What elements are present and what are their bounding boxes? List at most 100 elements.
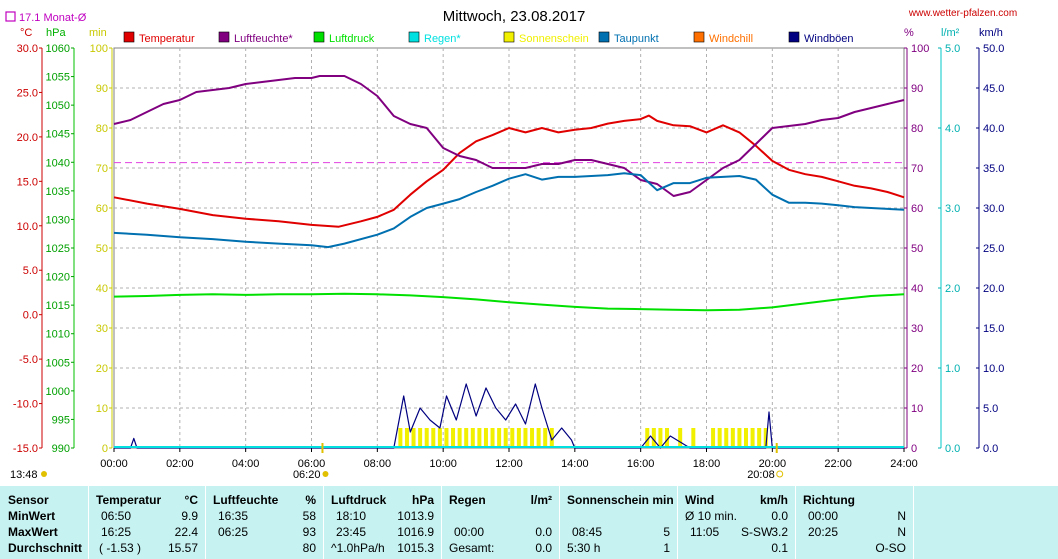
stats-col-sensor: Sensor MinWert MaxWert Durchschnitt: [0, 486, 88, 559]
unit-celsius: °C: [20, 27, 32, 39]
pressure-tick-label: 1025: [46, 243, 70, 255]
stats-value: 1016.9: [397, 525, 434, 539]
statistics-table: Sensor MinWert MaxWert Durchschnitt Temp…: [0, 486, 1058, 559]
sunshine-bar: [451, 428, 456, 448]
grid: [114, 48, 904, 448]
stats-time: Ø 10 min.: [685, 509, 738, 523]
stats-col-sunshine: Sonnenschein min 08:45 5 5:30 h 1: [559, 486, 678, 559]
stats-note: 5:30 h: [567, 541, 601, 555]
humidity-tick-label: 60: [911, 203, 923, 215]
stats-col-rain: Regen l/m² 00:00 0.0 Gesamt: 0.0: [441, 486, 560, 559]
wind-tick-label: 20.0: [983, 283, 1004, 295]
stats-time: 23:45: [336, 525, 367, 539]
stats-col-humidity: Luftfeuchte % 16:35 58 06:25 93 80: [205, 486, 324, 559]
legend: Temperatur Luftfeuchte* Luftdruck Regen* Son…: [123, 31, 854, 45]
time-tick-label: 20:00: [759, 458, 787, 470]
stats-value: 3.2: [771, 525, 788, 539]
wind-tick-label: 40.0: [983, 123, 1004, 135]
min-tick-label: 80: [96, 123, 108, 135]
pressure-tick-label: 1045: [46, 129, 70, 141]
humidity-tick-label: 0: [911, 443, 917, 455]
wind-tick-label: 15.0: [983, 323, 1004, 335]
stats-value: 0.0: [535, 541, 552, 555]
stats-time: 06:25: [218, 525, 249, 539]
min-tick-label: 0: [102, 443, 108, 455]
stats-time: 00:00: [808, 509, 839, 523]
website-label: www.wetter-pfalzen.com: [908, 8, 1017, 19]
min-tick-label: 10: [96, 403, 108, 415]
sunshine-bar: [510, 428, 515, 448]
legend-swatch: [788, 31, 800, 43]
series-line-luftfeuchte: [113, 75, 905, 197]
pressure-tick-label: 1005: [46, 357, 70, 369]
wind-tick-label: 50.0: [983, 43, 1004, 55]
sunshine-bar: [711, 428, 716, 448]
temp-tick-label: 30.0: [17, 43, 38, 55]
sunshine-bar: [424, 428, 429, 448]
stats-header: Richtung: [803, 493, 855, 507]
sun-markers: 06:20 20:08 13:48: [10, 443, 784, 481]
stats-col-temperature: Temperatur °C 06:50 9.9 16:25 22.4 ( -1.…: [88, 486, 206, 559]
first-time-label: 13:48: [10, 469, 38, 481]
stats-header: Luftdruck: [331, 493, 387, 507]
time-tick-label: 14:00: [561, 458, 589, 470]
stats-value: 80: [302, 541, 316, 555]
wind-tick-label: 10.0: [983, 363, 1004, 375]
legend-swatch: [598, 31, 610, 43]
stats-unit: °C: [184, 493, 198, 507]
stats-header: Luftfeuchte: [213, 493, 279, 507]
sunshine-bar: [730, 428, 735, 448]
series-line-temperatur: [113, 114, 905, 228]
sunshine-bar: [665, 428, 669, 448]
sunshine-bar: [483, 428, 488, 448]
sunshine-bar: [717, 428, 722, 448]
temp-tick-label: -10.0: [13, 399, 38, 411]
legend-label: Taupunkt: [614, 33, 659, 45]
stats-unit: l/m²: [530, 493, 552, 507]
min-tick-label: 100: [90, 43, 108, 55]
temp-tick-label: 10.0: [17, 221, 38, 233]
sunshine-bar: [444, 428, 449, 448]
sunset-label: 20:08: [747, 469, 775, 481]
time-tick-label: 04:00: [232, 458, 260, 470]
legend-swatch: [123, 31, 135, 43]
unit-kmh: km/h: [979, 27, 1003, 39]
stats-value: 0.1: [771, 541, 788, 555]
legend-label: Windböen: [804, 33, 854, 45]
axes: 30.0 25.0 20.0 15.0 10.0 5.0 0.0 -5.0 -10.0 -15.0…: [13, 43, 1005, 470]
sunshine-bar: [464, 428, 469, 448]
pressure-tick-label: 1050: [46, 100, 70, 112]
temp-tick-label: 15.0: [17, 176, 38, 188]
sunshine-bar: [523, 428, 528, 448]
sunshine-bar: [750, 428, 755, 448]
time-tick-label: 10:00: [429, 458, 457, 470]
humidity-tick-label: 70: [911, 163, 923, 175]
series-lines: [113, 75, 905, 449]
sunshine-bar: [536, 428, 541, 448]
stats-value: 0.0: [535, 525, 552, 539]
rain-tick-label: 3.0: [945, 203, 960, 215]
humidity-tick-label: 40: [911, 283, 923, 295]
sunshine-bar: [691, 428, 696, 448]
humidity-tick-label: 90: [911, 83, 923, 95]
pressure-tick-label: 1015: [46, 300, 70, 312]
humidity-tick-label: 30: [911, 323, 923, 335]
sunshine-bar: [477, 428, 482, 448]
pressure-tick-label: 1010: [46, 329, 70, 341]
sunshine-bar: [411, 428, 416, 448]
wind-tick-label: 45.0: [983, 83, 1004, 95]
humidity-tick-label: 20: [911, 363, 923, 375]
min-tick-label: 40: [96, 283, 108, 295]
stats-value: N: [897, 525, 906, 539]
stats-time: 16:35: [218, 509, 249, 523]
sunshine-bar: [503, 428, 508, 448]
temp-tick-label: 0.0: [23, 310, 38, 322]
series-line-taupunkt: [113, 172, 905, 249]
stats-unit: %: [305, 493, 316, 507]
sunshine-bar: [516, 428, 521, 448]
humidity-tick-label: 80: [911, 123, 923, 135]
sun-set-icon: [776, 470, 784, 478]
legend-swatch: [693, 31, 705, 43]
legend-swatch: [313, 31, 325, 43]
stats-value: 22.4: [174, 525, 198, 539]
